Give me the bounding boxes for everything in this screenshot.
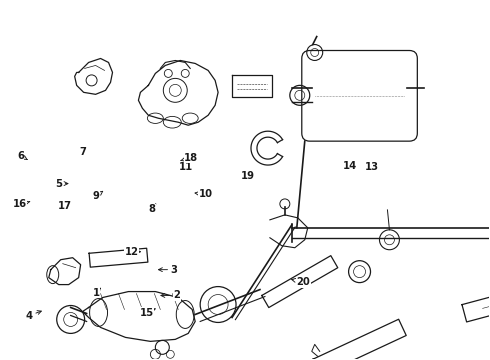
Text: 18: 18: [181, 153, 198, 163]
Text: 3: 3: [158, 265, 178, 275]
Text: 10: 10: [195, 189, 213, 199]
Text: 17: 17: [57, 201, 72, 211]
Text: 4: 4: [25, 311, 41, 320]
Text: 7: 7: [79, 147, 86, 157]
Text: 20: 20: [292, 277, 311, 287]
Text: 2: 2: [161, 291, 180, 301]
Text: 11: 11: [179, 162, 194, 172]
Text: 12: 12: [125, 247, 141, 257]
Text: 8: 8: [149, 204, 156, 215]
Text: 5: 5: [55, 179, 68, 189]
Text: 14: 14: [343, 161, 357, 171]
Text: 16: 16: [12, 199, 30, 210]
Text: 1: 1: [93, 288, 100, 298]
Text: 13: 13: [365, 162, 379, 172]
Text: 9: 9: [93, 191, 103, 201]
Text: 19: 19: [241, 171, 254, 181]
Text: 15: 15: [139, 308, 155, 318]
Text: 6: 6: [17, 150, 27, 161]
